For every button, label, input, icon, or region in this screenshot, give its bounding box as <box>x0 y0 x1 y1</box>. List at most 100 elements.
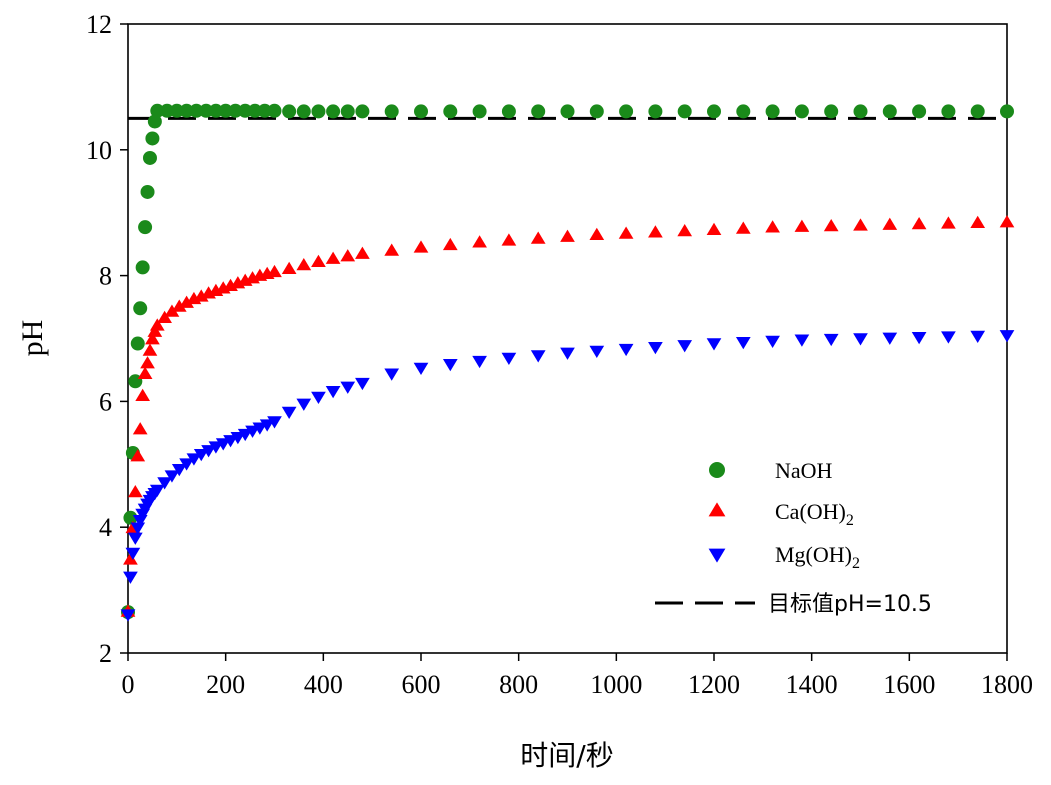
x-tick-label: 600 <box>402 670 441 699</box>
data-point <box>530 350 546 363</box>
data-point <box>171 464 187 477</box>
data-point <box>560 229 575 242</box>
data-point <box>267 416 282 429</box>
data-point <box>970 104 985 119</box>
y-tick-label: 6 <box>99 387 112 416</box>
data-point <box>442 237 458 251</box>
data-point <box>794 219 810 232</box>
data-point <box>247 103 262 118</box>
data-point <box>384 243 400 256</box>
data-point <box>208 103 223 118</box>
data-point <box>171 299 187 312</box>
data-point <box>311 391 326 404</box>
data-point <box>132 422 148 435</box>
data-point <box>560 104 575 119</box>
data-point <box>137 366 153 380</box>
data-point <box>941 216 956 229</box>
legend-label-subscript: 2 <box>852 555 860 572</box>
data-point <box>648 225 663 238</box>
data-point <box>228 103 243 118</box>
data-point <box>707 104 721 119</box>
x-axis-title: 时间/秒 <box>520 739 613 772</box>
data-point <box>169 103 184 118</box>
data-point <box>145 332 160 345</box>
legend-label: NaOH <box>775 458 833 483</box>
data-point <box>125 547 141 560</box>
data-point <box>531 104 546 119</box>
data-point <box>223 435 238 448</box>
data-point <box>677 104 692 119</box>
legend-label: Ca(OH)2 <box>775 499 854 529</box>
data-point <box>355 104 370 119</box>
y-tick-label: 10 <box>86 136 112 165</box>
data-point <box>230 431 246 445</box>
data-point <box>443 104 458 119</box>
data-point <box>530 231 546 244</box>
data-point <box>120 609 136 622</box>
data-point <box>794 334 810 347</box>
data-point <box>311 104 326 119</box>
data-point <box>140 184 155 199</box>
y-tick-label: 4 <box>99 513 112 542</box>
data-point <box>149 484 165 498</box>
data-point <box>147 324 163 337</box>
data-point <box>325 251 341 264</box>
data-point <box>999 215 1015 228</box>
data-point <box>911 217 927 230</box>
data-point <box>193 289 209 302</box>
data-point <box>189 103 204 118</box>
data-point <box>472 104 487 119</box>
data-point <box>853 218 868 231</box>
y-axis-title: pH <box>16 320 49 357</box>
data-point <box>735 221 751 234</box>
legend-label-text: NaOH <box>775 458 833 483</box>
x-tick-label: 200 <box>206 670 245 699</box>
data-point <box>765 335 780 348</box>
data-point <box>618 226 634 239</box>
data-point <box>160 103 175 118</box>
data-point <box>970 330 986 343</box>
x-tick-label: 1000 <box>590 670 642 699</box>
data-point <box>281 261 297 274</box>
data-point <box>130 336 145 351</box>
data-point <box>501 104 516 119</box>
y-axis: 2 4 6 8 10 12 <box>86 10 128 668</box>
data-point <box>589 104 604 119</box>
data-point <box>257 103 272 118</box>
data-point <box>267 264 282 278</box>
series-1 <box>120 215 1015 617</box>
data-point <box>677 340 693 353</box>
legend-marker <box>708 502 726 517</box>
data-point <box>237 428 253 442</box>
data-point <box>142 150 157 165</box>
data-point <box>135 388 150 402</box>
data-point <box>252 422 268 435</box>
data-point <box>259 419 275 432</box>
data-point <box>179 458 194 471</box>
data-point <box>149 318 165 331</box>
data-point <box>823 333 839 347</box>
data-point <box>179 295 194 308</box>
legend-label-text: Mg(OH) <box>775 542 852 567</box>
data-point <box>413 362 429 376</box>
x-tick-label: 800 <box>499 670 538 699</box>
data-point <box>560 347 575 360</box>
data-point <box>442 359 458 372</box>
y-tick-label: 2 <box>99 639 112 668</box>
legend-label-text: Ca(OH) <box>775 499 846 524</box>
data-point <box>140 356 155 369</box>
data-point <box>150 103 165 118</box>
x-tick-label: 0 <box>122 670 135 699</box>
data-point <box>218 103 233 118</box>
data-point <box>1000 104 1014 119</box>
data-point <box>706 222 722 235</box>
data-point <box>164 304 180 317</box>
data-point <box>199 103 214 118</box>
data-point <box>325 386 341 399</box>
data-point <box>765 104 780 119</box>
legend-label: Mg(OH)2 <box>775 542 860 572</box>
data-point <box>648 342 663 355</box>
data-point <box>127 532 143 545</box>
